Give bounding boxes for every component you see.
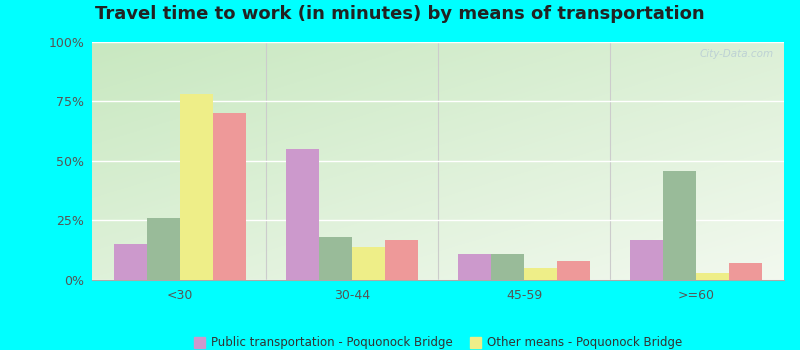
Bar (386, 239, 418, 280)
Bar (730, 263, 762, 280)
Bar (352, 247, 386, 280)
Legend: Public transportation - Poquonock Bridge, Public transportation - Connecticut, O: Public transportation - Poquonock Bridge… (190, 331, 686, 350)
Text: Travel time to work (in minutes) by means of transportation: Travel time to work (in minutes) by mean… (95, 5, 705, 23)
Bar (318, 237, 352, 280)
Bar (286, 149, 318, 280)
Bar (114, 244, 146, 280)
Bar (490, 254, 524, 280)
Bar (630, 239, 663, 280)
Bar (558, 261, 590, 280)
Bar (213, 113, 246, 280)
Bar (696, 273, 730, 280)
Bar (146, 218, 180, 280)
Bar (524, 268, 558, 280)
Text: City-Data.com: City-Data.com (699, 49, 774, 59)
Bar (180, 94, 213, 280)
Bar (663, 170, 696, 280)
Bar (458, 254, 490, 280)
